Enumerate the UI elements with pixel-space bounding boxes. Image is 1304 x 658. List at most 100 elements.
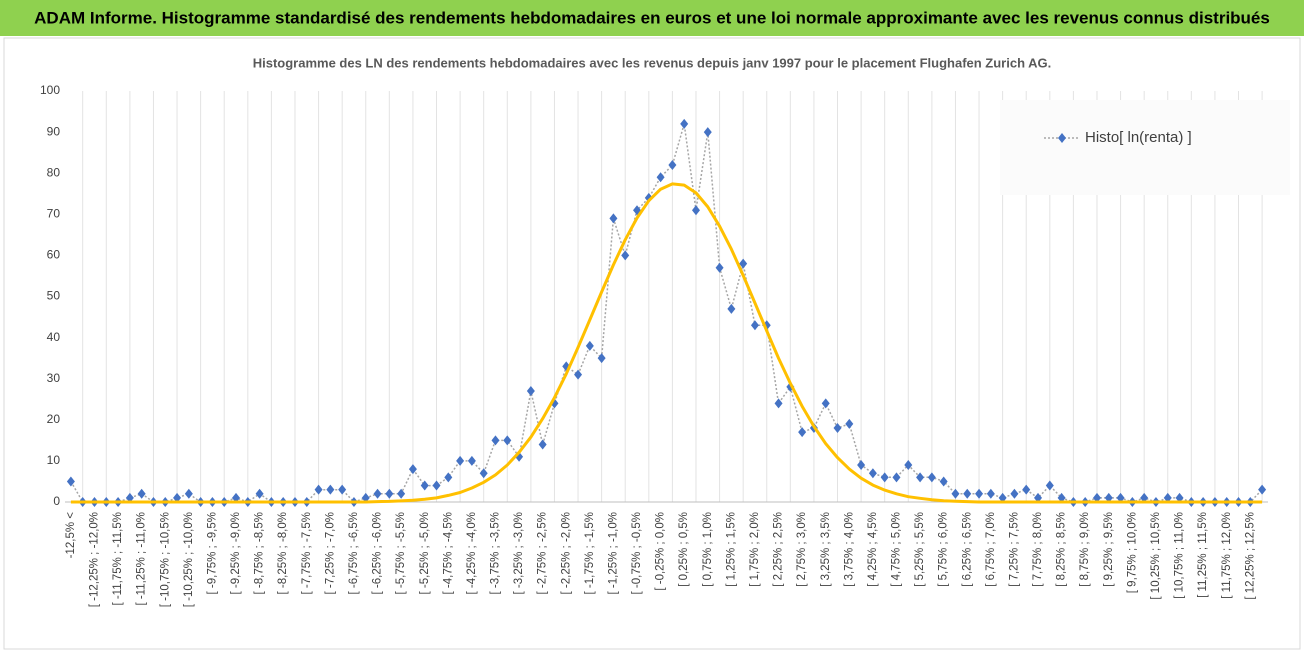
data-point	[892, 472, 901, 483]
data-point	[691, 205, 700, 216]
data-point	[939, 476, 948, 487]
data-point	[373, 488, 382, 499]
x-tick-label: [ 5,75% ; 6,0%	[938, 512, 950, 587]
x-tick-label: [ -7,75% ; -7,5%	[301, 512, 313, 594]
x-tick-label: [ -0,25% ; 0,0%	[655, 512, 667, 591]
x-tick-label: [ -6,25% ; -6,0%	[372, 512, 384, 594]
x-tick-label: [ -10,25% ; -10,0%	[183, 512, 195, 607]
data-point	[798, 427, 807, 438]
y-tick-label: 50	[47, 289, 61, 303]
data-point	[432, 480, 441, 491]
data-point	[821, 398, 830, 409]
data-point	[998, 492, 1007, 503]
data-point	[1092, 492, 1101, 503]
data-point	[1163, 492, 1172, 503]
x-tick-label: [ 6,25% ; 6,5%	[961, 512, 973, 587]
x-tick-label: [ -9,25% ; -9,0%	[230, 512, 242, 594]
x-tick-label: [ 10,25% ; 10,5%	[1150, 512, 1162, 600]
x-tick-label: [ 12,25% ; 12,5%	[1244, 512, 1256, 600]
data-point	[574, 369, 583, 380]
data-point	[467, 455, 476, 466]
x-tick-label: [ -8,75% ; -8,5%	[254, 512, 266, 594]
data-point	[597, 353, 606, 364]
x-tick-label: [ 2,75% ; 3,0%	[796, 512, 808, 587]
data-point	[668, 159, 677, 170]
y-tick-label: 100	[40, 83, 60, 97]
chart-subtitle: Histogramme des LN des rendements hebdom…	[253, 55, 1052, 70]
x-tick-label: [ -0,75% ; -0,5%	[631, 512, 643, 594]
x-tick-label: [ 9,25% ; 9,5%	[1103, 512, 1115, 587]
data-point	[986, 488, 995, 499]
x-tick-label: [ 4,75% ; 5,0%	[891, 512, 903, 587]
x-tick-label: [ 10,75% ; 11,0%	[1174, 512, 1186, 599]
x-tick-label: [ 1,75% ; 2,0%	[749, 512, 761, 587]
data-point	[314, 484, 323, 495]
x-tick-label: [ 9,75% ; 10,0%	[1126, 512, 1138, 593]
legend-marker	[1058, 133, 1066, 143]
data-point	[833, 423, 842, 434]
y-tick-label: 90	[47, 124, 61, 138]
data-point	[66, 476, 75, 487]
y-tick-label: 0	[53, 494, 60, 508]
data-point	[361, 492, 370, 503]
x-tick-label: [ -9,75% ; -9,5%	[206, 512, 218, 594]
y-tick-label: 70	[47, 206, 61, 220]
data-point	[774, 398, 783, 409]
data-point	[703, 127, 712, 138]
x-tick-label: [ 0,25% ; 0,5%	[678, 512, 690, 587]
y-tick-label: 30	[47, 371, 61, 385]
legend-label: Histo[ ln(renta) ]	[1085, 129, 1192, 146]
y-tick-label: 10	[47, 453, 61, 467]
x-tick-label: [ -11,75% ; -11,5%	[112, 512, 124, 606]
data-point	[491, 435, 500, 446]
data-point	[1140, 492, 1149, 503]
x-tick-label: [ 0,75% ; 1,0%	[702, 512, 714, 587]
data-point	[951, 488, 960, 499]
normal-curve	[70, 182, 1263, 504]
data-point	[420, 480, 429, 491]
data-point	[1010, 488, 1019, 499]
x-tick-label: [ 7,75% ; 8,0%	[1032, 512, 1044, 587]
data-point	[845, 418, 854, 429]
x-tick-label: [ 6,75% ; 7,0%	[985, 512, 997, 587]
x-tick-label: [ -3,25% ; -3,0%	[513, 512, 525, 594]
x-tick-label: [ -3,75% ; -3,5%	[490, 512, 502, 594]
x-tick-label: [ 8,75% ; 9,0%	[1079, 512, 1091, 587]
data-point	[479, 468, 488, 479]
x-tick-label: [ -6,75% ; -6,5%	[348, 512, 360, 594]
data-point	[750, 320, 759, 331]
chart-title: ADAM Informe. Histogramme standardisé de…	[34, 8, 1270, 27]
x-tick-label: [ -2,25% ; -2,0%	[560, 512, 572, 594]
data-point	[975, 488, 984, 499]
x-tick-label: [ -7,25% ; -7,0%	[324, 512, 336, 594]
data-point	[444, 472, 453, 483]
x-tick-label: [ 11,25% ; 11,5%	[1197, 512, 1209, 598]
data-point	[621, 250, 630, 261]
data-point	[125, 492, 134, 503]
y-tick-label: 60	[47, 248, 61, 262]
x-tick-label: [ 3,75% ; 4,0%	[843, 512, 855, 587]
title-bar	[0, 0, 1304, 36]
data-point	[927, 472, 936, 483]
data-point	[1034, 492, 1043, 503]
data-point	[538, 439, 547, 450]
data-point	[503, 435, 512, 446]
data-point	[739, 258, 748, 269]
x-tick-label: [ -10,75% ; -10,5%	[159, 512, 171, 607]
x-tick-label: [ 3,25% ; 3,5%	[820, 512, 832, 587]
x-tick-label: [ 7,25% ; 7,5%	[1008, 512, 1020, 587]
data-point	[232, 492, 241, 503]
x-tick-label: [ -1,75% ; -1,5%	[584, 512, 596, 594]
x-tick-label: [ -2,75% ; -2,5%	[537, 512, 549, 594]
data-point	[880, 472, 889, 483]
data-point	[326, 484, 335, 495]
x-tick-label: [ 8,25% ; 8,5%	[1056, 512, 1068, 587]
data-point	[680, 118, 689, 129]
data-point	[255, 488, 264, 499]
data-point	[963, 488, 972, 499]
chart-frame	[3, 37, 1301, 650]
data-point	[904, 460, 913, 471]
y-tick-label: 20	[47, 412, 61, 426]
